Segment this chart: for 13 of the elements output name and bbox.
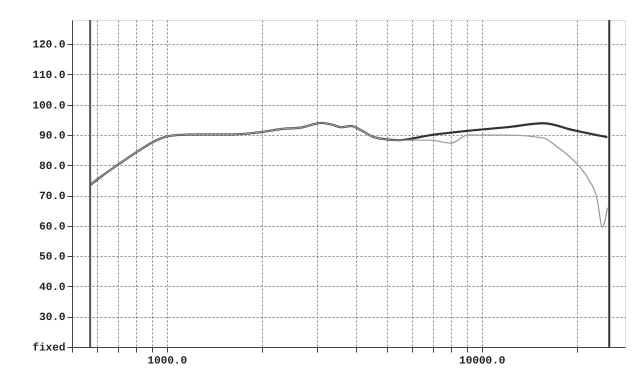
y-tick-label: 80.0: [39, 160, 66, 173]
y-tick-label: 90.0: [39, 130, 66, 143]
y-tick-label: 100.0: [32, 100, 66, 112]
y-tick-label: 110.0: [32, 70, 66, 82]
y-tick-label: 60.0: [39, 221, 66, 234]
y-tick-label: 70.0: [39, 191, 66, 204]
y-tick-label: 30.0: [39, 312, 66, 324]
y-tick-label: fixed: [32, 342, 66, 354]
y-tick-label: 40.0: [39, 282, 66, 294]
y-tick-label: 120.0: [32, 40, 66, 52]
x-tick-label: 10000.0: [459, 356, 506, 368]
y-tick-label: 50.0: [39, 252, 66, 264]
x-tick-label: 1000.0: [148, 356, 188, 368]
